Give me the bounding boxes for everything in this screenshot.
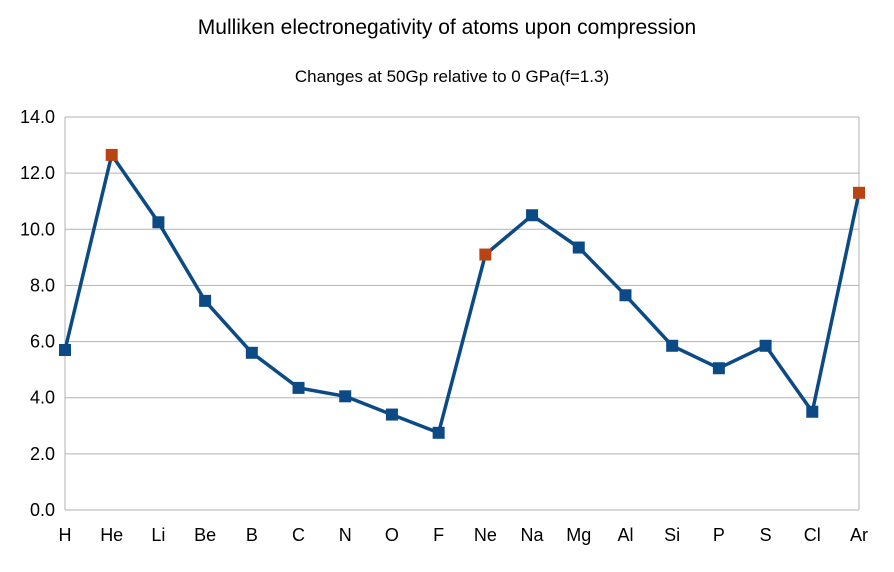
- data-point-marker: [292, 381, 305, 394]
- data-point-marker: [105, 148, 118, 161]
- x-tick-label: P: [713, 525, 725, 545]
- x-tick-label: O: [385, 525, 399, 545]
- y-tick-label: 6.0: [30, 332, 55, 352]
- chart-title: Mulliken electronegativity of atoms upon…: [197, 16, 697, 39]
- x-tick-label: F: [433, 525, 444, 545]
- x-tick-label: Be: [194, 525, 216, 545]
- y-tick-label: 2.0: [30, 444, 55, 464]
- y-tick-label: 0.0: [30, 500, 55, 520]
- x-tick-label: H: [59, 525, 72, 545]
- y-tick-label: 12.0: [20, 163, 55, 183]
- x-axis-tick-labels: H He Li Be B C N O F Ne Na Mg Al Si P S Cl Ar: [59, 525, 869, 545]
- data-point-markers: [59, 148, 865, 439]
- series-line: [63, 153, 861, 435]
- data-point-marker: [806, 405, 819, 418]
- data-point-marker: [619, 289, 632, 302]
- y-tick-label: 10.0: [20, 219, 55, 239]
- data-point-marker: [339, 390, 352, 403]
- data-point-marker: [245, 346, 258, 359]
- x-tick-label: B: [246, 525, 258, 545]
- chart-subtitle: Changes at 50Gp relative to 0 GPa(f=1.3): [294, 67, 610, 86]
- data-point-marker: [572, 241, 585, 254]
- data-point-marker: [59, 343, 71, 356]
- x-tick-label: Ar: [850, 525, 868, 545]
- y-tick-label: 4.0: [30, 388, 55, 408]
- x-tick-label: Cl: [804, 525, 821, 545]
- x-tick-label: Li: [151, 525, 165, 545]
- y-tick-label: 14.0: [20, 107, 55, 127]
- x-tick-label: Ne: [474, 525, 497, 545]
- x-tick-label: Mg: [566, 525, 591, 545]
- data-point-marker: [385, 408, 398, 421]
- x-tick-label: He: [100, 525, 123, 545]
- x-tick-label: Na: [521, 525, 545, 545]
- data-point-marker: [199, 294, 212, 307]
- x-tick-label: Al: [617, 525, 633, 545]
- data-point-marker: [759, 339, 772, 352]
- x-tick-label: Si: [664, 525, 680, 545]
- grid-lines: [65, 116, 859, 511]
- data-point-marker: [853, 186, 865, 199]
- data-point-marker: [152, 216, 165, 229]
- x-tick-label: N: [339, 525, 352, 545]
- data-point-marker: [432, 426, 445, 439]
- data-point-marker: [479, 248, 492, 261]
- axes: [64, 117, 860, 510]
- y-axis-tick-labels: 0.0 2.0 4.0 6.0 8.0 10.0 12.0 14.0: [20, 107, 55, 520]
- x-tick-label: S: [760, 525, 772, 545]
- data-point-marker: [666, 339, 679, 352]
- x-tick-label: C: [292, 525, 305, 545]
- series-line-layer: [63, 153, 861, 435]
- data-point-marker: [526, 209, 539, 222]
- data-point-marker: [712, 362, 725, 375]
- y-tick-label: 8.0: [30, 275, 55, 295]
